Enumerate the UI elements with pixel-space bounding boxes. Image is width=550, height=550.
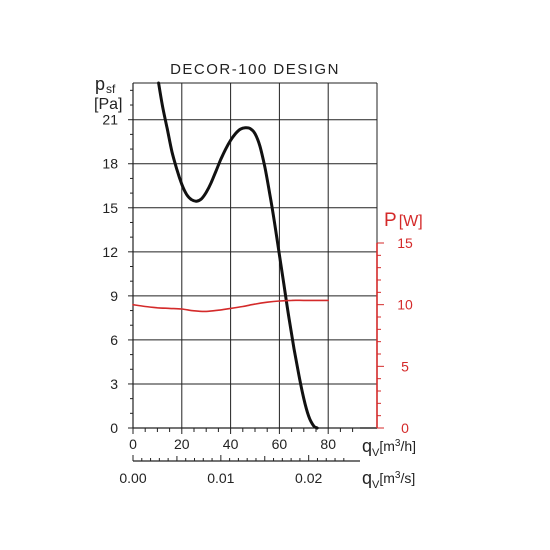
power-curve bbox=[132, 299, 329, 313]
right-axis-label: P [W] bbox=[384, 210, 423, 231]
data-series bbox=[132, 81, 329, 430]
secondary-tick-label: 0.01 bbox=[207, 470, 234, 486]
left-tick-label: 6 bbox=[110, 332, 118, 348]
tick-labels: 0 3 6 9 12 15 18 21 0 20 40 60 80 0.00 0.01 0.02 0 5 10 15 bbox=[102, 112, 413, 486]
right-tick-label: 15 bbox=[397, 235, 413, 251]
bottom-tick-label: 60 bbox=[272, 436, 288, 452]
bottom-axis-label: qV[m3/h] bbox=[362, 436, 416, 459]
secondary-tick-label: 0.00 bbox=[119, 470, 146, 486]
bottom-tick-label: 80 bbox=[320, 436, 336, 452]
left-axis-label: psf bbox=[95, 74, 116, 96]
secondary-tick-label: 0.02 bbox=[295, 470, 322, 486]
right-tick-label: 5 bbox=[401, 358, 409, 374]
left-axis-unit: [Pa] bbox=[94, 96, 122, 113]
bottom-tick-label: 0 bbox=[129, 436, 137, 452]
chart-title: DECOR-100 DESIGN bbox=[170, 61, 340, 78]
left-tick-label: 15 bbox=[102, 200, 118, 216]
left-tick-label: 0 bbox=[110, 420, 118, 436]
secondary-bottom-axis-label: qV[m3/s] bbox=[362, 468, 415, 491]
right-tick-label: 10 bbox=[397, 297, 413, 313]
right-tick-label: 0 bbox=[401, 420, 409, 436]
pressure-curve bbox=[157, 81, 319, 430]
left-tick-label: 21 bbox=[102, 112, 118, 128]
bottom-tick-label: 40 bbox=[223, 436, 239, 452]
axes bbox=[128, 83, 384, 462]
bottom-tick-label: 20 bbox=[174, 436, 190, 452]
left-tick-label: 18 bbox=[102, 156, 118, 172]
left-tick-label: 3 bbox=[110, 376, 118, 392]
left-tick-label: 9 bbox=[110, 288, 118, 304]
left-tick-label: 12 bbox=[102, 244, 118, 260]
